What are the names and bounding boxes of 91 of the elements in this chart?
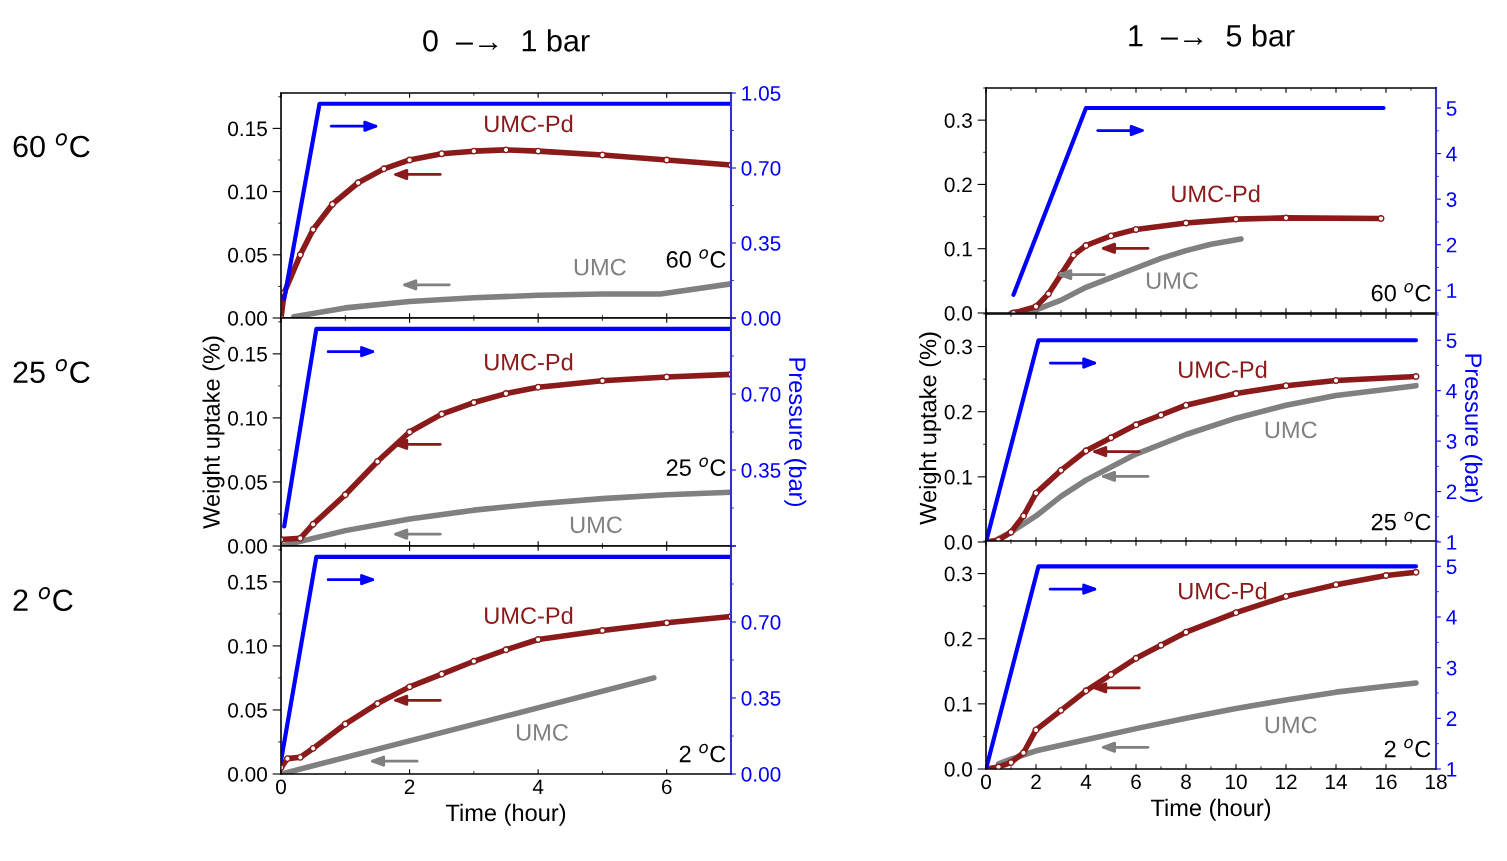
x-tick-label: 18: [1426, 774, 1447, 790]
x-tick-label: 2: [404, 779, 415, 794]
x-tick-label: 4: [1080, 774, 1092, 789]
y2-tick-label: 5: [1446, 333, 1457, 348]
y2-tick-label: 5: [1446, 559, 1457, 575]
series-label: UMC-Pd: [485, 114, 573, 133]
y2-tick-label: 0.70: [741, 387, 781, 402]
y-tick-label: 0.3: [944, 339, 972, 355]
y2-tick-label: 0.70: [741, 615, 781, 630]
x-tick-label: 8: [1181, 774, 1191, 790]
y-tick-label: 0.1: [944, 469, 972, 485]
series-label: UMC: [1265, 421, 1317, 439]
y2-tick-label: 2: [1446, 484, 1457, 500]
y-tick-label: 0.10: [228, 184, 267, 200]
y2-tick-label: 4: [1446, 146, 1457, 162]
annotation: 60 $^{o}$C: [1371, 282, 1431, 302]
annotation: 25 $^{o}$C: [1371, 511, 1431, 531]
x-tick-label: 4: [532, 779, 544, 794]
x-tick-label: 2: [1031, 774, 1041, 789]
series-label: UMC-Pd: [1179, 360, 1267, 379]
y-tick-label: 0.1: [944, 241, 972, 257]
series-label: UMC-Pd: [1179, 582, 1267, 600]
y2-tick-label: 3: [1446, 660, 1457, 676]
y2-tick-label: 4: [1446, 610, 1457, 625]
x-tick-label: 12: [1276, 774, 1297, 789]
series-label: UMC-Pd: [485, 353, 573, 371]
annotation: 2 $^{o}$C: [1384, 738, 1431, 758]
x-tick-label: 6: [661, 779, 672, 795]
legend-label: UMC: [1146, 272, 1198, 289]
y2-tick-label: 0.35: [741, 463, 781, 478]
y-tick-label: 0.0: [944, 306, 972, 321]
x-axis-title: Time (hour): [445, 803, 566, 826]
y-tick-label: 0.0: [944, 762, 972, 777]
y-tick-label: 0.2: [944, 631, 972, 647]
y2-tick-label: 1.05: [742, 86, 781, 101]
y-tick-label: 0.1: [944, 696, 972, 712]
y-tick-label: 0.00: [228, 767, 267, 782]
series-label: UMC: [516, 724, 568, 741]
y2-tick-label: 0.00: [741, 311, 781, 326]
chart-title: 1 –→ 5 bar: [1129, 24, 1295, 47]
series-label: UMC: [570, 516, 622, 534]
y-tick-label: 0.05: [228, 474, 267, 490]
x-tick-label: 10: [1226, 774, 1247, 790]
y2-tick-label: 3: [1446, 434, 1457, 449]
y2-tick-label: 4: [1446, 383, 1457, 399]
y-tick-label: 0.3: [944, 566, 972, 582]
y2-tick-label: 1: [1447, 283, 1457, 298]
x-tick-label: 14: [1326, 774, 1347, 789]
x-tick-label: 16: [1376, 774, 1397, 790]
y-tick-label: 0.15: [228, 346, 267, 362]
series-label: UMC: [1265, 716, 1317, 734]
annotation: 25 $^{o}$C: [666, 457, 726, 477]
series-label: UMC-Pd: [1172, 184, 1260, 203]
y-tick-label: 0.10: [228, 638, 267, 654]
y-tick-label: 0.0: [944, 535, 972, 550]
text: 25 $^{o}$C: [13, 359, 90, 384]
y-tick-label: 0.10: [228, 410, 267, 426]
annotation: 2 $^{o}$C: [679, 743, 726, 763]
text: 2 $^{o}$C: [13, 587, 73, 612]
annotation: 60 $^{o}$C: [666, 249, 726, 268]
y2-tick-label: 5: [1446, 101, 1457, 116]
y2-tick-label: 0.00: [741, 767, 781, 782]
y-tick-label: 0.15: [228, 121, 267, 137]
x-tick-label: 6: [1131, 774, 1141, 790]
x-tick-label: 0: [981, 774, 991, 790]
y2-tick-label: 1: [1447, 762, 1457, 777]
y-tick-label: 0.05: [228, 247, 267, 263]
y-tick-label: 0.2: [944, 177, 972, 193]
y2-axis-title: Pressure (bar): [784, 358, 807, 506]
y2-tick-label: 2: [1446, 237, 1457, 253]
text: 60 $^{o}$C: [13, 133, 90, 158]
y-tick-label: 0.00: [228, 539, 267, 554]
y-axis-title: Weight uptake (%): [202, 336, 225, 529]
y-tick-label: 0.3: [944, 113, 972, 128]
y-tick-label: 0.15: [228, 574, 267, 590]
y-tick-label: 0.00: [228, 311, 267, 326]
y2-tick-label: 0.70: [741, 161, 781, 176]
x-tick-label: 0: [276, 779, 286, 795]
chart-title: 0 –→ 1 bar: [423, 29, 590, 52]
y2-tick-label: 1: [1447, 535, 1457, 550]
series-label: UMC: [574, 258, 626, 276]
series-label: UMC-Pd: [485, 606, 573, 625]
y-tick-label: 0.2: [944, 404, 972, 420]
y-tick-label: 0.05: [228, 702, 267, 718]
y2-tick-label: 3: [1446, 192, 1457, 207]
y2-tick-label: 0.35: [741, 691, 781, 706]
y2-axis-title: Pressure (bar): [1460, 354, 1483, 502]
y2-tick-label: 0.35: [741, 236, 781, 251]
x-axis-title: Time (hour): [1150, 798, 1271, 821]
y-axis-title: Weight uptake (%): [919, 332, 942, 525]
y2-tick-label: 2: [1446, 711, 1457, 726]
